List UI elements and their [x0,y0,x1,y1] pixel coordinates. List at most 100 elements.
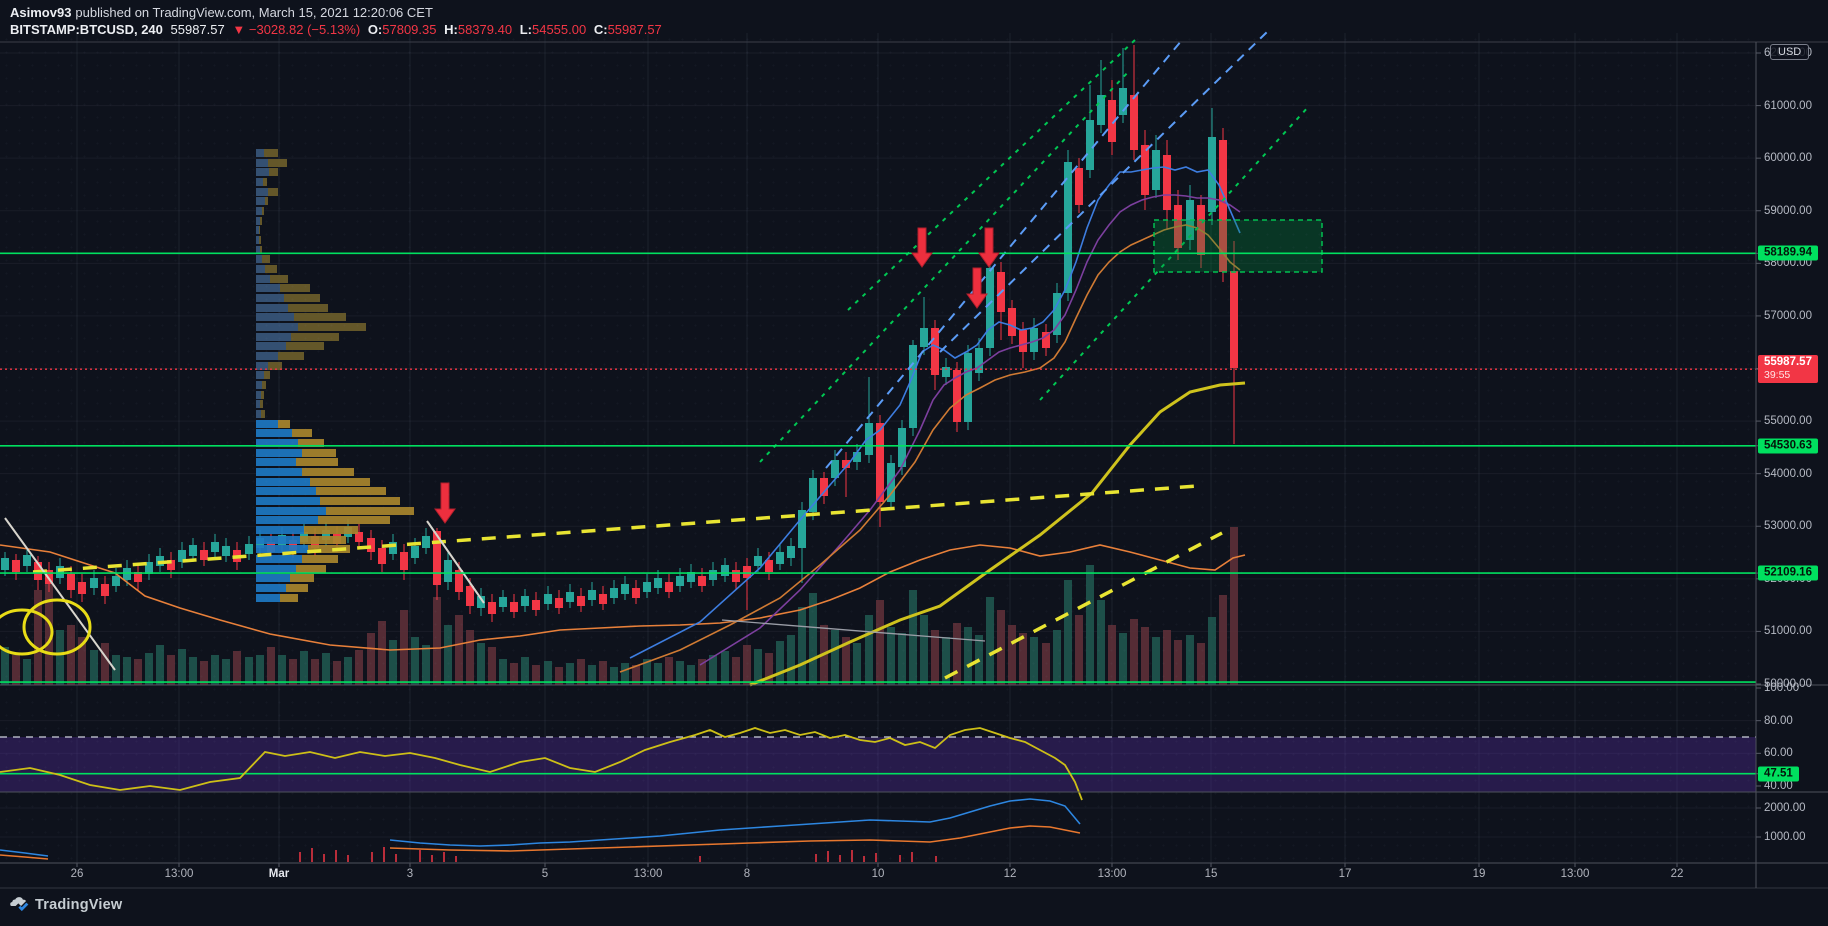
volume-bar [1152,637,1160,685]
candle-body [112,576,120,586]
volume-bar [765,653,773,685]
volume-bar [411,637,419,685]
volume-profile-down-segment [298,439,324,447]
white-trendline [426,520,485,604]
volume-profile-up-segment [256,594,280,602]
volume-bar [455,615,463,685]
volume-profile-up-segment [256,313,294,321]
volume-profile-up-segment [256,275,270,283]
volume-bar [422,645,430,685]
price-axis-label: 60000.00 [1764,152,1812,165]
volume-bar [433,597,441,685]
volume-profile-up-segment [256,497,320,505]
candle-body [1019,330,1027,352]
volume-bar [200,661,208,685]
candle-body [466,586,474,606]
volume-bar [577,659,585,685]
volume-bar [1219,595,1227,685]
time-axis-label: 10 [871,868,885,880]
volume-bar [278,655,286,685]
volume-bar [23,659,31,685]
candle-body [577,596,585,606]
candle-body [134,572,142,582]
tradingview-watermark: TradingView [10,896,122,913]
volume-profile-down-segment [320,497,400,505]
price-axis-label: 61000.00 [1764,99,1812,112]
volume-profile-down-segment [265,265,277,273]
volume-bar [123,657,131,685]
candle-body [798,510,806,548]
candle-body [211,542,219,552]
candle-body [367,538,375,552]
candle-body [942,367,950,377]
volume-profile-up-segment [256,458,296,466]
volume-profile-up-segment [256,536,300,544]
volume-profile-down-segment [302,555,338,563]
candle-body [200,550,208,560]
volume-bar [389,640,397,685]
volume-bar [1008,625,1016,685]
chart-header: Asimov93 published on TradingView.com, Ma… [10,4,662,38]
volume-bar [1208,617,1216,685]
volume-bar [167,655,175,685]
candle-body [566,592,574,602]
volume-bar [1030,637,1038,685]
candle-body [743,566,751,578]
volume-profile-up-segment [256,226,259,234]
volume-profile-up-segment [256,526,304,534]
volume-profile-up-segment [256,246,260,254]
volume-profile-up-segment [256,400,260,408]
volume-profile-down-segment [288,304,328,312]
oscillator-orange-line [0,854,49,860]
candle-body [1042,332,1050,348]
volume-profile-down-segment [261,391,264,399]
candle-body [831,460,839,478]
candle-body [12,560,20,572]
time-axis-label: 13:00 [1097,868,1127,880]
volume-profile-down-segment [292,429,312,437]
candle-body [687,572,695,582]
volume-bar [1086,565,1094,685]
volume-profile-down-segment [284,294,320,302]
volume-bar [499,659,507,685]
volume-bar [1108,625,1116,685]
volume-profile-down-segment [262,255,270,263]
volume-profile-down-segment [294,313,346,321]
candle-body [1097,95,1105,125]
ma-purple-line [699,194,1241,666]
volume-profile-down-segment [278,352,304,360]
volume-profile-down-segment [300,536,346,544]
time-axis-label: 17 [1338,868,1352,880]
volume-bar [134,659,142,685]
candle-body [178,550,186,562]
volume-bar [400,610,408,685]
volume-bar [222,659,230,685]
candle-body [145,562,153,574]
supply-zone-rectangle[interactable] [1153,219,1323,273]
rsi-axis-label: 40.00 [1764,779,1793,792]
ma-orange-line [619,224,1241,673]
volume-profile-up-segment [256,507,326,515]
volume-bar [654,663,662,685]
volume-bar [709,655,717,685]
time-axis-label: 22 [1670,868,1684,880]
volume-bar [687,665,695,685]
volume-bar [621,663,629,685]
yellow-dashed-trendline [944,531,1223,680]
volume-profile-down-segment [262,381,266,389]
volume-profile-down-segment [260,246,262,254]
green-level-price-label: 54530.63 [1758,438,1818,454]
candle-body [222,546,230,556]
volume-bar [754,649,762,685]
volume-bar [599,661,607,685]
volume-bar [1197,643,1205,685]
volume-bar [721,651,729,685]
volume-profile-up-segment [256,555,302,563]
volume-profile-up-segment [256,478,310,486]
candle-body [123,568,131,580]
volume-bar [378,621,386,685]
candle-body [599,594,607,604]
candle-body [400,552,408,570]
candle-body [1119,88,1127,115]
